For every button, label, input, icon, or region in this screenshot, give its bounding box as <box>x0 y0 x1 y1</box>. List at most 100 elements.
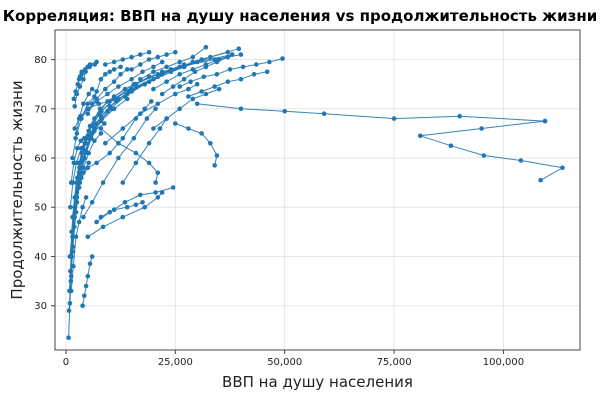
data-point <box>89 101 95 107</box>
data-point <box>103 62 108 67</box>
data-point <box>146 79 152 84</box>
data-point <box>173 121 178 126</box>
data-point <box>133 116 139 121</box>
data-point <box>190 54 196 60</box>
data-point <box>66 308 72 313</box>
y-tick-label: 50 <box>34 203 47 214</box>
data-point <box>83 140 88 146</box>
data-point <box>84 136 90 141</box>
data-point <box>120 57 126 62</box>
data-point <box>151 126 156 131</box>
data-point <box>85 111 91 116</box>
data-point <box>73 234 79 240</box>
data-point <box>151 69 156 75</box>
data-point <box>107 69 112 75</box>
data-point <box>120 180 126 185</box>
data-point <box>78 138 84 144</box>
data-point <box>81 170 86 176</box>
data-point <box>72 126 77 131</box>
data-point <box>76 170 82 176</box>
data-point <box>85 165 91 171</box>
data-point <box>177 84 182 89</box>
data-point <box>146 160 152 166</box>
data-point <box>116 140 121 146</box>
data-point <box>164 52 169 57</box>
data-point <box>133 160 139 166</box>
data-point <box>69 229 75 235</box>
data-point <box>153 106 158 112</box>
data-point <box>199 89 204 94</box>
data-point <box>98 113 104 119</box>
data-point <box>133 150 139 156</box>
data-point <box>177 64 182 70</box>
data-point <box>102 121 107 126</box>
data-point <box>116 96 121 102</box>
data-point <box>85 106 91 112</box>
data-point <box>164 64 169 70</box>
data-point <box>194 101 200 107</box>
data-point <box>186 94 191 99</box>
data-point <box>111 106 117 112</box>
data-point <box>67 300 73 306</box>
data-point <box>142 81 147 87</box>
data-point <box>76 219 82 225</box>
y-tick-label: 40 <box>34 252 47 263</box>
data-point <box>74 180 79 185</box>
data-point <box>79 175 84 180</box>
data-point <box>177 59 182 65</box>
data-point <box>238 52 244 57</box>
data-point <box>129 67 134 72</box>
data-point <box>111 207 117 212</box>
data-point <box>68 268 73 274</box>
data-point <box>144 116 150 121</box>
data-point <box>86 128 91 134</box>
data-point <box>116 84 121 89</box>
data-point <box>201 74 207 80</box>
data-point <box>92 62 98 67</box>
data-point <box>72 204 78 210</box>
data-point <box>116 155 121 161</box>
data-point <box>479 126 484 131</box>
series-line <box>153 88 220 129</box>
data-point <box>203 64 209 70</box>
data-point <box>81 101 86 107</box>
data-point <box>120 126 126 131</box>
data-point <box>225 54 231 60</box>
data-point <box>164 79 169 84</box>
data-point <box>68 278 74 284</box>
data-point <box>89 200 95 205</box>
data-point <box>122 86 128 92</box>
data-point <box>280 56 285 61</box>
data-point <box>124 204 130 210</box>
data-point <box>177 106 182 112</box>
data-point <box>103 72 108 77</box>
data-point <box>93 121 98 126</box>
data-point <box>199 57 204 62</box>
data-point <box>79 145 84 151</box>
data-point <box>70 214 75 220</box>
data-point <box>138 111 143 116</box>
data-point <box>83 148 88 153</box>
data-point <box>86 91 91 97</box>
y-axis-label: Продолжительность жизни <box>8 80 26 299</box>
data-point <box>67 254 73 259</box>
data-point <box>89 86 95 92</box>
data-point <box>140 200 145 205</box>
y-tick-label: 30 <box>34 301 47 312</box>
data-point <box>107 104 112 109</box>
data-point <box>78 113 83 119</box>
data-point <box>73 89 78 94</box>
data-point <box>448 143 454 148</box>
data-point <box>98 118 104 124</box>
data-point <box>71 264 76 269</box>
series-line <box>140 46 207 80</box>
data-point <box>146 140 152 146</box>
data-point <box>98 126 104 131</box>
data-point <box>70 155 75 161</box>
data-point <box>85 273 91 279</box>
data-point <box>133 202 139 208</box>
data-point <box>253 62 259 67</box>
data-point <box>87 64 92 70</box>
data-point <box>214 153 220 158</box>
